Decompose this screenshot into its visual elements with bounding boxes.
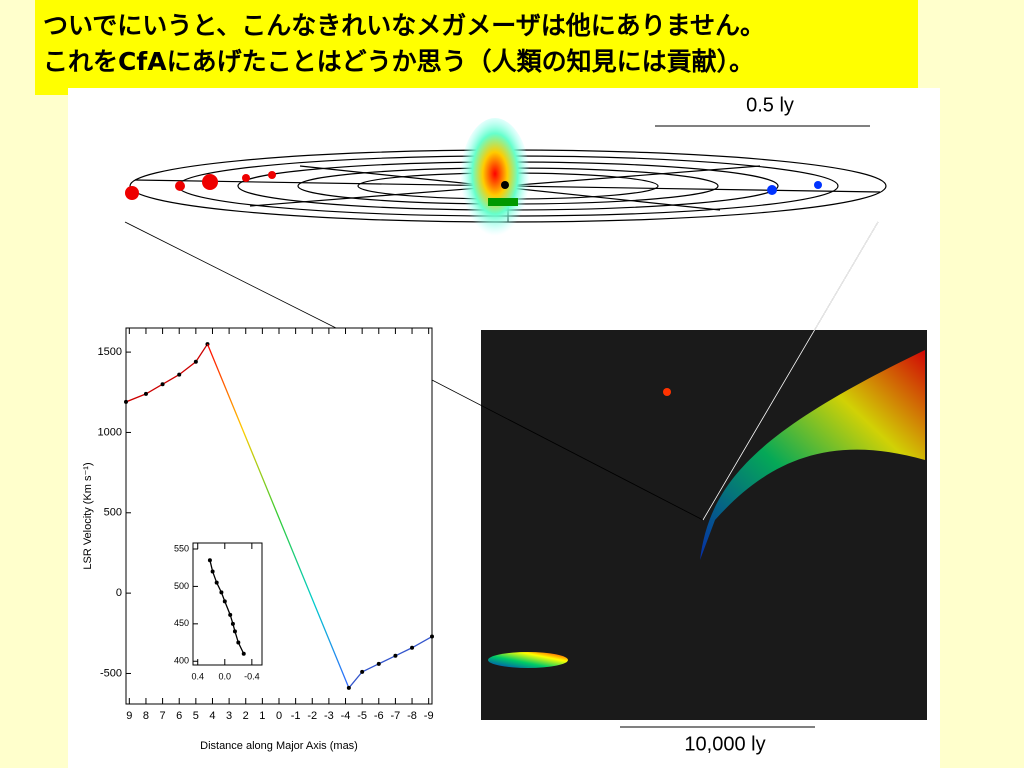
- y-tick-label: 400: [174, 656, 189, 666]
- y-tick-label: 500: [104, 507, 122, 519]
- x-tick-label: -5: [357, 710, 367, 722]
- point: [219, 590, 224, 595]
- point: [193, 359, 198, 364]
- point: [143, 391, 148, 396]
- series-line: [209, 560, 245, 655]
- plot-frame: [125, 327, 433, 705]
- x-tick-label: -1: [291, 710, 301, 722]
- center: [501, 181, 509, 189]
- point: [236, 640, 241, 645]
- point: [376, 661, 381, 666]
- point: [230, 621, 235, 626]
- scale-label: 0.5 ly: [746, 94, 794, 116]
- point: [210, 569, 215, 574]
- pointer: [702, 221, 879, 521]
- systemic-masers: [488, 198, 518, 206]
- series-line: [348, 635, 433, 689]
- y-tick-label: 1500: [98, 346, 122, 358]
- x-tick-label: 0.0: [219, 671, 232, 681]
- point: [360, 669, 365, 674]
- plot-frame: [192, 542, 263, 666]
- x-tick-label: -6: [374, 710, 384, 722]
- point: [207, 558, 212, 563]
- x-tick-label: 3: [226, 710, 232, 722]
- series-line: [206, 343, 350, 689]
- y-tick-label: 1000: [98, 426, 122, 438]
- y-tick-label: 550: [174, 543, 189, 553]
- x-tick-label: 1: [259, 710, 265, 722]
- x-axis-label: Distance along Major Axis (mas): [200, 740, 358, 752]
- point: [160, 382, 165, 387]
- lobe: [488, 652, 568, 668]
- red-masers: [125, 171, 276, 200]
- x-tick-label: 0.4: [191, 671, 204, 681]
- x-tick-label: 5: [193, 710, 199, 722]
- x-tick-label: -8: [407, 710, 417, 722]
- x-tick-label: -9: [424, 710, 434, 722]
- x-tick-label: -2: [307, 710, 317, 722]
- knot: [663, 388, 671, 396]
- x-tick-label: 8: [143, 710, 149, 722]
- point: [393, 653, 398, 658]
- x-tick-label: 6: [176, 710, 182, 722]
- y-tick-label: -500: [100, 667, 122, 679]
- x-tick-label: -4: [341, 710, 351, 722]
- x-tick-label: 2: [243, 710, 249, 722]
- blue-masers: [767, 181, 822, 195]
- x-tick-label: -3: [324, 710, 334, 722]
- x-tick-label: -7: [391, 710, 401, 722]
- jet: [700, 350, 925, 560]
- point: [232, 629, 237, 634]
- x-tick-label: 0: [276, 710, 282, 722]
- point: [241, 651, 246, 656]
- series-line: [125, 343, 209, 403]
- point: [410, 645, 415, 650]
- x-tick-label: 4: [209, 710, 215, 722]
- scale-label: 10,000 ly: [684, 733, 765, 755]
- point: [177, 372, 182, 377]
- title-line: これをCfAにあげたことはどうか思う（人類の知見には貢献）。: [43, 47, 755, 76]
- point: [430, 634, 434, 639]
- continuum-blob: [460, 118, 530, 242]
- point: [124, 399, 128, 404]
- point: [228, 612, 233, 617]
- y-tick-label: 450: [174, 618, 189, 628]
- y-axis-label: LSR Velocity (Km s⁻¹): [82, 462, 94, 569]
- point: [222, 599, 227, 604]
- y-tick-label: 500: [174, 581, 189, 591]
- title-line: ついでにいうと、こんなきれいなメガメーザは他にありません。: [43, 11, 766, 40]
- x-tick-label: 9: [126, 710, 132, 722]
- slide-title: ついでにいうと、こんなきれいなメガメーザは他にありません。 これをCfAにあげた…: [35, 0, 918, 95]
- x-tick-label: 7: [160, 710, 166, 722]
- point: [214, 580, 219, 585]
- y-tick-label: 0: [116, 587, 122, 599]
- point: [346, 685, 351, 690]
- x-tick-label: -0.4: [244, 671, 260, 681]
